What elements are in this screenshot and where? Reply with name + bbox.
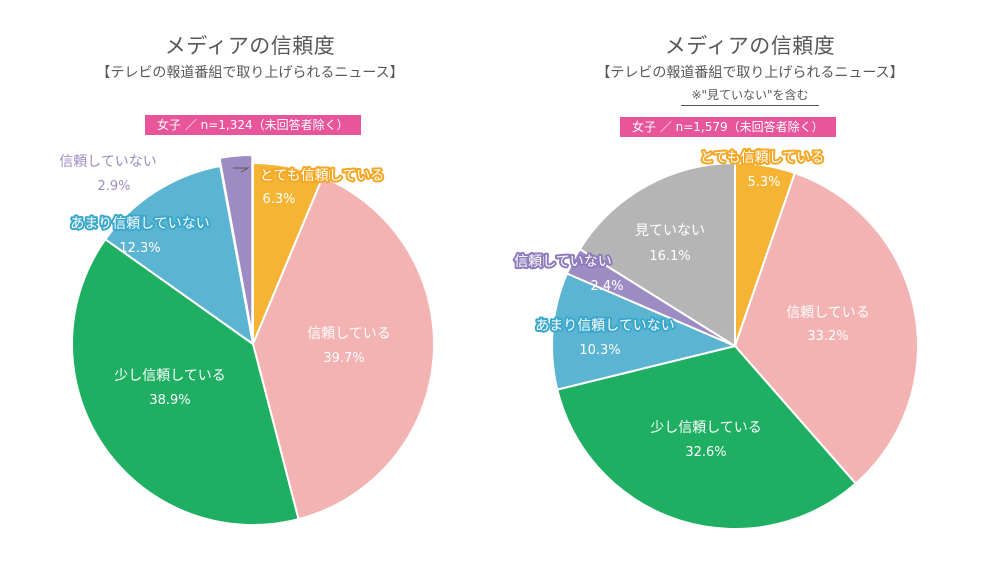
slice-label: あまり信頼していない (535, 318, 675, 334)
pie-slice (103, 164, 255, 347)
slice-value-label: 2.9% (97, 179, 130, 194)
slice-label: 少し信頼している (650, 420, 762, 436)
pie-slice (578, 161, 736, 348)
pie-slice (71, 237, 300, 526)
pie-slice (218, 154, 254, 337)
slice-value-label: 16.1% (649, 249, 690, 264)
sample-size-badge: 女子 ／ n=1,579（未回答者除く） (620, 117, 836, 137)
slice-value-label: 12.3% (119, 241, 160, 256)
slice-value-label: 10.3% (579, 343, 620, 358)
pie-slice (551, 272, 739, 391)
slice-label: とても信頼している (700, 150, 824, 166)
slice-label: 信頼している (786, 305, 870, 321)
pie-chart: とても信頼している 5.3% 信頼している 33.2% 少し信頼している 32.6% あまり… (512, 148, 919, 530)
leader-line (233, 167, 250, 173)
chart-title: メディアの信頼度 (164, 34, 336, 58)
slice-value-label: 38.9% (149, 393, 190, 408)
slice-label: あまり信頼していない (70, 216, 210, 232)
chart-panel-right: メディアの信頼度 【テレビの報道番組で取り上げられるニュース】 ※"見ていない"… (500, 0, 1000, 562)
pie-chart: とても信頼している 6.3% 信頼している 39.7% 少し信頼している 38.9% あまり… (59, 154, 435, 526)
slice-value-label: 6.3% (262, 192, 295, 207)
slice-label: 信頼していない (59, 154, 157, 170)
slice-value-label: 2.4% (590, 279, 623, 294)
chart-panel-left: メディアの信頼度 【テレビの報道番組で取り上げられるニュース】 女子 ／ n=1… (59, 34, 435, 526)
chart-subtitle: 【テレビの報道番組で取り上げられるニュース】 (596, 65, 904, 81)
pie-slice (733, 171, 919, 485)
slice-label: とても信頼している (260, 168, 384, 184)
slice-value-label: 33.2% (807, 329, 848, 344)
chart-note: ※"見ていない"を含む (500, 86, 1000, 106)
slice-label: 少し信頼している (114, 368, 226, 384)
slice-label: 信頼している (307, 326, 391, 342)
chart-note-text: ※"見ていない"を含む (681, 86, 819, 106)
pie-slice (251, 175, 435, 521)
slice-value-label: 5.3% (747, 175, 780, 190)
chart-subtitle: 【テレビの報道番組で取り上げられるニュース】 (96, 65, 404, 81)
slice-label: 信頼していない (514, 254, 612, 270)
slice-label: 見ていない (635, 223, 705, 239)
chart-title: メディアの信頼度 (664, 34, 836, 58)
slice-value-label: 39.7% (323, 351, 364, 366)
sample-size-badge: 女子 ／ n=1,324（未回答者除く） (145, 115, 361, 135)
pie-slice (556, 344, 858, 530)
slice-value-label: 32.6% (685, 445, 726, 460)
